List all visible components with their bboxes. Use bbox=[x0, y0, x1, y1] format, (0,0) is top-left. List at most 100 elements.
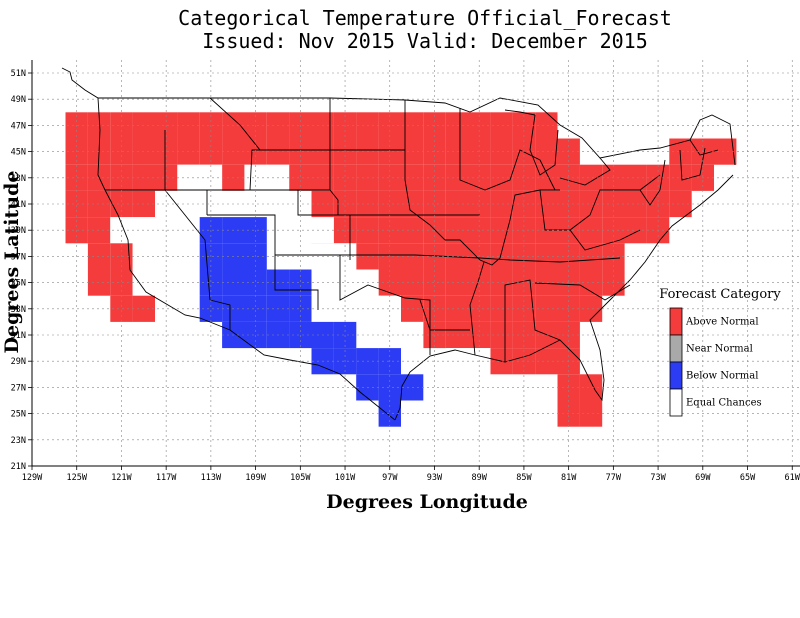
forecast-cell bbox=[468, 190, 491, 218]
forecast-cell bbox=[289, 164, 312, 191]
forecast-cell bbox=[244, 269, 267, 296]
forecast-cell bbox=[624, 217, 647, 244]
forecast-cell bbox=[490, 321, 513, 349]
chart-subtitle: Issued: Nov 2015 Valid: December 2015 bbox=[202, 29, 648, 53]
state-boundaries bbox=[61, 67, 736, 421]
forecast-cell bbox=[199, 269, 223, 296]
y-tick-label: 43N bbox=[11, 174, 26, 184]
forecast-cell bbox=[155, 295, 178, 322]
legend-label: Above Normal bbox=[685, 317, 759, 328]
forecast-cell bbox=[333, 295, 357, 322]
forecast-cell bbox=[87, 190, 111, 218]
y-tick-label: 37N bbox=[11, 252, 26, 262]
x-tick-label: 101W bbox=[335, 473, 356, 483]
forecast-cell bbox=[468, 295, 491, 322]
x-tick-label: 77W bbox=[606, 473, 622, 483]
forecast-cell bbox=[579, 374, 603, 401]
forecast-cell bbox=[624, 164, 647, 191]
forecast-cell bbox=[423, 190, 446, 218]
y-tick-label: 47N bbox=[11, 121, 26, 131]
forecast-cell bbox=[87, 269, 111, 296]
forecast-cell bbox=[445, 164, 469, 191]
forecast-cells bbox=[65, 112, 737, 427]
y-tick-label: 45N bbox=[11, 148, 26, 158]
forecast-cell bbox=[333, 164, 357, 191]
forecast-cell bbox=[669, 164, 692, 191]
x-tick-label: 81W bbox=[561, 473, 577, 483]
legend-swatch bbox=[669, 361, 683, 390]
forecast-cell bbox=[535, 243, 558, 270]
x-tick-labels: 129W 125W 121W 117W 113W 109W 105W 101W 97W 93W 89… bbox=[22, 466, 800, 483]
forecast-cell bbox=[490, 190, 513, 218]
y-tick-label: 21N bbox=[11, 462, 26, 472]
x-tick-label: 129W bbox=[22, 473, 43, 483]
forecast-cell bbox=[110, 269, 133, 296]
y-tick-label: 33N bbox=[11, 305, 26, 315]
legend-swatch bbox=[669, 388, 683, 417]
forecast-cell bbox=[333, 190, 357, 218]
x-tick-label: 61W bbox=[785, 473, 800, 483]
forecast-cell bbox=[199, 164, 223, 191]
x-tick-label: 97W bbox=[382, 473, 398, 483]
legend-label: Below Normal bbox=[686, 371, 758, 382]
y-tick-label: 39N bbox=[11, 226, 26, 236]
forecast-cell bbox=[445, 190, 469, 218]
forecast-cell bbox=[669, 190, 692, 218]
y-tick-label: 27N bbox=[11, 383, 26, 393]
forecast-cell bbox=[378, 374, 401, 401]
forecast-cell bbox=[468, 269, 491, 296]
forecast-cell bbox=[579, 269, 603, 296]
forecast-cell bbox=[714, 138, 737, 165]
forecast-cell bbox=[445, 112, 469, 139]
forecast-cell bbox=[244, 190, 267, 218]
forecast-cell bbox=[490, 164, 513, 191]
forecast-cell bbox=[490, 217, 513, 244]
forecast-cell bbox=[445, 138, 469, 165]
forecast-cell bbox=[579, 295, 603, 322]
forecast-cell bbox=[244, 295, 267, 322]
x-tick-label: 89W bbox=[472, 473, 488, 483]
forecast-cell bbox=[423, 164, 446, 191]
x-tick-label: 121W bbox=[111, 473, 132, 483]
forecast-cell bbox=[199, 295, 223, 322]
forecast-cell bbox=[490, 112, 513, 139]
legend: Forecast Category Above Normal Near Norma… bbox=[659, 287, 781, 417]
x-tick-label: 125W bbox=[66, 473, 87, 483]
y-tick-label: 49N bbox=[11, 95, 26, 105]
forecast-cell bbox=[110, 164, 133, 191]
forecast-cell bbox=[535, 295, 558, 322]
legend-title: Forecast Category bbox=[659, 287, 781, 302]
forecast-cell bbox=[65, 164, 88, 191]
y-tick-label: 51N bbox=[11, 69, 26, 79]
x-tick-label: 117W bbox=[156, 473, 177, 483]
forecast-cell bbox=[378, 164, 401, 191]
y-tick-label: 25N bbox=[11, 410, 26, 420]
x-tick-label: 69W bbox=[695, 473, 711, 483]
forecast-cell bbox=[87, 112, 111, 139]
y-tick-label: 35N bbox=[11, 279, 26, 289]
forecast-cell bbox=[87, 243, 111, 270]
y-tick-labels: 21N 23N 25N 27N 29N 31N 33N 35N 37N 39N 41N 43N 45N 4… bbox=[11, 69, 32, 472]
forecast-cell bbox=[378, 269, 401, 296]
y-tick-label: 41N bbox=[11, 200, 26, 210]
forecast-cell bbox=[535, 112, 558, 139]
x-tick-label: 109W bbox=[245, 473, 266, 483]
forecast-cell bbox=[624, 190, 647, 218]
x-tick-label: 113W bbox=[201, 473, 222, 483]
forecast-cell bbox=[535, 138, 558, 165]
forecast-cell bbox=[155, 164, 178, 191]
x-tick-label: 93W bbox=[427, 473, 443, 483]
forecast-cell bbox=[110, 295, 133, 322]
forecast-cell bbox=[87, 217, 111, 244]
y-tick-label: 23N bbox=[11, 436, 26, 446]
legend-swatch bbox=[669, 334, 683, 363]
forecast-cell bbox=[579, 400, 603, 427]
forecast-cell bbox=[333, 269, 357, 296]
forecast-cell bbox=[468, 164, 491, 191]
forecast-cell bbox=[423, 269, 446, 296]
y-tick-label: 29N bbox=[11, 357, 26, 367]
plot-frame bbox=[31, 60, 800, 467]
forecast-cell bbox=[289, 190, 312, 218]
forecast-cell bbox=[155, 269, 178, 296]
forecast-cell bbox=[445, 348, 469, 375]
